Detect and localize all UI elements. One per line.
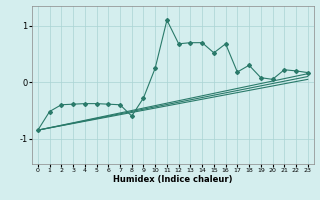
X-axis label: Humidex (Indice chaleur): Humidex (Indice chaleur) (113, 175, 233, 184)
